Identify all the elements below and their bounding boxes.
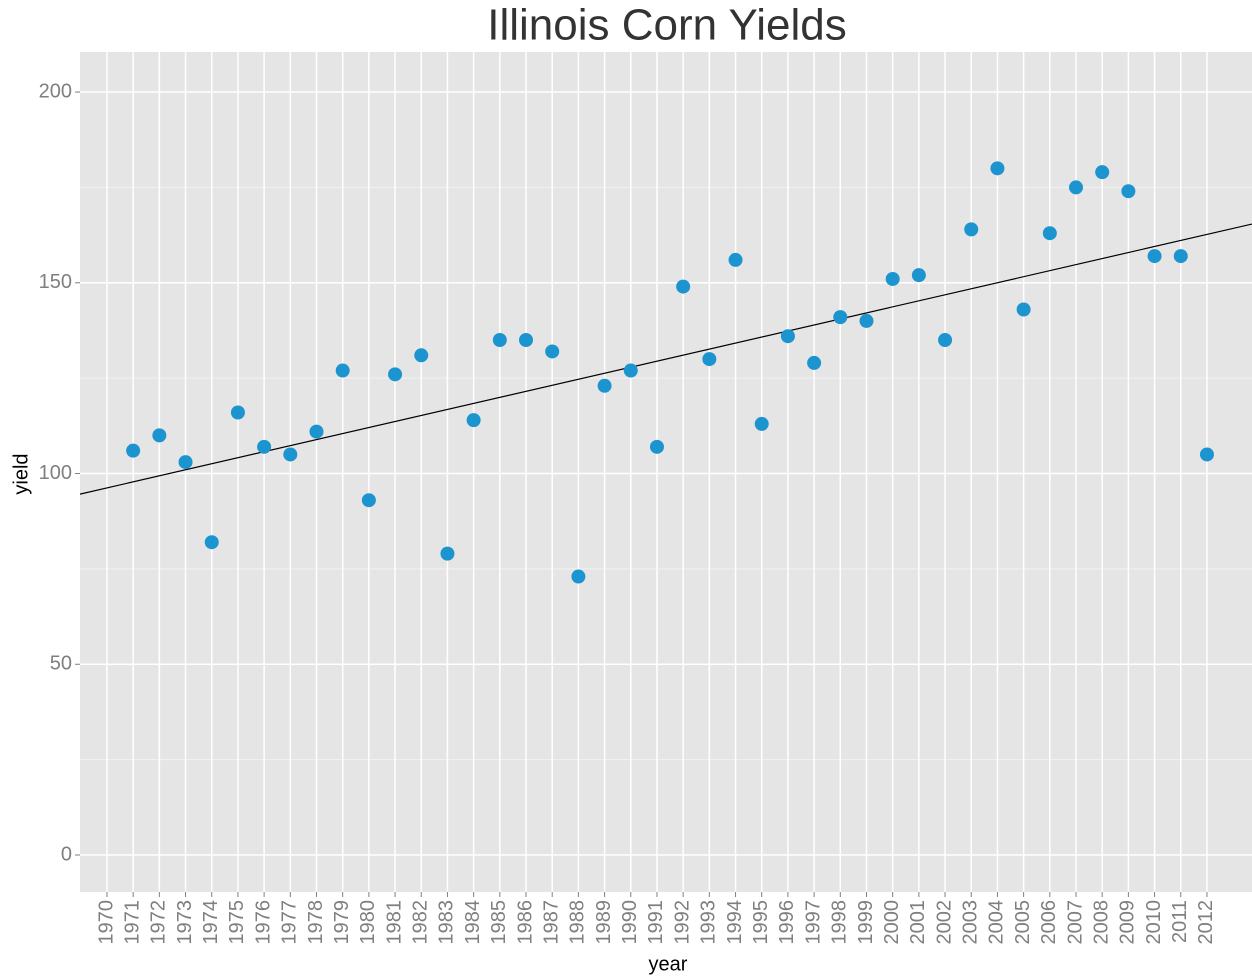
x-tick-label: 1995 xyxy=(750,900,772,945)
x-tick-label: 2008 xyxy=(1090,900,1112,945)
point xyxy=(859,313,874,328)
point xyxy=(728,252,743,267)
point xyxy=(361,493,376,508)
point xyxy=(440,546,455,561)
x-tick-label: 1972 xyxy=(148,900,170,945)
y-tick-label: 200 xyxy=(39,80,72,102)
x-tick-label: 1998 xyxy=(829,900,851,945)
x-tick-label: 1973 xyxy=(174,900,196,945)
x-tick-label: 1977 xyxy=(279,900,301,945)
point xyxy=(649,439,664,454)
x-tick-label: 1976 xyxy=(252,900,274,945)
point xyxy=(309,424,324,439)
x-tick-label: 2011 xyxy=(1169,900,1191,943)
x-tick-label: 1989 xyxy=(593,900,615,945)
point xyxy=(754,416,769,431)
x-tick-label: 1993 xyxy=(698,900,720,945)
point xyxy=(204,535,219,550)
x-tick-label: 2010 xyxy=(1143,900,1165,945)
point xyxy=(964,222,979,237)
point xyxy=(230,405,245,420)
trend-line xyxy=(79,223,1252,495)
point xyxy=(1095,165,1110,180)
x-tick-label: 1984 xyxy=(462,900,484,945)
chart-title: Illinois Corn Yields xyxy=(487,1,847,50)
point xyxy=(126,443,141,458)
point xyxy=(597,378,612,393)
x-tick-label: 2001 xyxy=(907,900,929,945)
x-tick-label: 1987 xyxy=(540,900,562,945)
x-tick-label: 2002 xyxy=(933,900,955,945)
point xyxy=(178,455,193,470)
point xyxy=(1121,184,1136,199)
x-tick-label: 1999 xyxy=(855,900,877,945)
point xyxy=(414,348,429,363)
point xyxy=(283,447,298,462)
x-tick-label: 1985 xyxy=(488,900,510,945)
point xyxy=(676,279,691,294)
x-tick-label: 1996 xyxy=(776,900,798,945)
point xyxy=(807,355,822,370)
x-tick-label: 1980 xyxy=(357,900,379,945)
y-axis-title: yield xyxy=(10,453,32,494)
x-tick-label: 1975 xyxy=(226,900,248,945)
point xyxy=(833,310,848,325)
x-tick-label: 1990 xyxy=(619,900,641,945)
x-tick-label: 2004 xyxy=(986,900,1008,945)
point xyxy=(885,271,900,286)
x-tick-label: 2012 xyxy=(1195,900,1217,945)
x-tick-label: 1971 xyxy=(121,900,143,945)
x-tick-label: 1988 xyxy=(567,900,589,945)
x-tick-label: 2006 xyxy=(1038,900,1060,945)
point xyxy=(780,329,795,344)
point xyxy=(1147,249,1162,264)
y-tick-label: 0 xyxy=(61,843,72,865)
point xyxy=(466,413,481,428)
x-tick-label: 1979 xyxy=(331,900,353,945)
point xyxy=(152,428,167,443)
y-tick-label: 50 xyxy=(50,653,72,675)
point xyxy=(911,268,926,283)
point xyxy=(1173,249,1188,264)
x-tick-label: 1983 xyxy=(436,900,458,945)
x-tick-label: 1994 xyxy=(724,900,746,945)
point xyxy=(1042,226,1057,241)
point xyxy=(257,439,272,454)
point xyxy=(545,344,560,359)
x-tick-label: 1978 xyxy=(305,900,327,945)
x-tick-label: 1992 xyxy=(671,900,693,945)
x-tick-label: 1986 xyxy=(514,900,536,945)
x-tick-label: 2003 xyxy=(960,900,982,945)
point xyxy=(492,333,507,348)
x-tick-label: 1991 xyxy=(645,900,667,945)
point xyxy=(990,161,1005,176)
x-tick-label: 1974 xyxy=(200,900,222,945)
point xyxy=(623,363,638,378)
x-tick-label: 1981 xyxy=(383,900,405,945)
point xyxy=(1016,302,1031,317)
y-tick-label: 150 xyxy=(39,271,72,293)
point xyxy=(519,333,534,348)
y-tick-label: 100 xyxy=(39,462,72,484)
x-tick-label: 2000 xyxy=(881,900,903,945)
plot-panel xyxy=(80,52,1252,892)
point xyxy=(388,367,403,382)
point xyxy=(702,352,717,367)
x-tick-label: 1982 xyxy=(410,900,432,945)
point xyxy=(1069,180,1084,195)
x-tick-label: 2007 xyxy=(1064,900,1086,945)
point xyxy=(571,569,586,584)
point xyxy=(335,363,350,378)
point xyxy=(938,333,953,348)
x-tick-label: 1997 xyxy=(802,900,824,945)
x-tick-label: 2005 xyxy=(1012,900,1034,945)
x-tick-label: 1970 xyxy=(95,900,117,945)
x-axis-title: year xyxy=(649,953,688,975)
x-tick-label: 2009 xyxy=(1117,900,1139,945)
point xyxy=(1199,447,1214,462)
